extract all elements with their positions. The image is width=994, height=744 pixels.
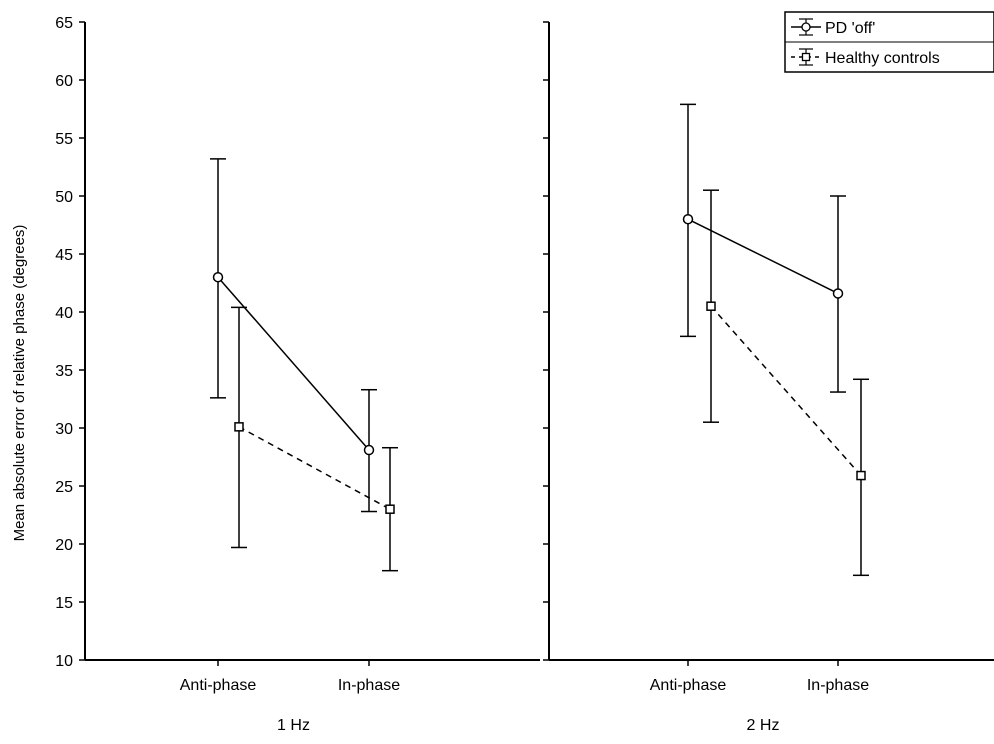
y-tick-label: 40 — [55, 305, 73, 322]
series-pd-off — [680, 103, 846, 393]
legend-label: PD 'off' — [825, 20, 875, 37]
series-healthy-controls — [231, 306, 398, 572]
data-point — [706, 301, 716, 311]
series-line — [687, 218, 839, 295]
series-line — [217, 276, 370, 451]
legend-entry-healthy-controls: Healthy controls — [791, 48, 940, 67]
y-axis-label: Mean absolute error of relative phase (d… — [11, 225, 28, 542]
panel-2: Anti-phase In-phase 2 Hz — [543, 21, 994, 734]
x-tick-label: Anti-phase — [180, 677, 257, 694]
panel-1: 10 15 20 25 30 35 40 45 50 55 60 65 Anti-phase In-pha… — [55, 15, 540, 734]
y-tick-label: 20 — [55, 537, 73, 554]
y-tick-label: 50 — [55, 189, 73, 206]
data-point — [682, 213, 694, 225]
panel-label: 1 Hz — [277, 717, 310, 734]
legend-circle-marker-icon — [801, 22, 811, 32]
data-point — [856, 470, 866, 481]
legend-label: Healthy controls — [825, 50, 940, 67]
series-pd-off — [210, 158, 377, 513]
panels-layer: 10 15 20 25 30 35 40 45 50 55 60 65 Anti-phase In-pha… — [55, 15, 994, 734]
series-line — [238, 426, 391, 510]
data-point — [363, 444, 375, 456]
y-tick-label: 55 — [55, 131, 73, 148]
legend-entry-pd-off: PD 'off' — [791, 18, 875, 37]
y-tick-label: 35 — [55, 363, 73, 380]
y-tick-label: 30 — [55, 421, 73, 438]
x-tick-label: Anti-phase — [650, 677, 727, 694]
y-tick-label: 60 — [55, 73, 73, 90]
legend: PD 'off' Healthy controls — [784, 11, 994, 73]
y-tick-label: 25 — [55, 479, 73, 496]
y-tick-label: 15 — [55, 595, 73, 612]
data-point — [385, 504, 395, 514]
x-tick-label: In-phase — [338, 677, 400, 694]
data-point — [832, 288, 844, 299]
y-tick-label: 45 — [55, 247, 73, 264]
series-healthy-controls — [703, 189, 869, 577]
panel-label: 2 Hz — [747, 717, 780, 734]
y-tick-label: 10 — [55, 653, 73, 670]
legend-square-marker-icon — [801, 52, 811, 62]
x-tick-label: In-phase — [807, 677, 869, 694]
series-line — [710, 305, 862, 477]
y-tick-label: 65 — [55, 15, 73, 32]
data-point — [234, 422, 244, 432]
data-point — [212, 271, 224, 283]
